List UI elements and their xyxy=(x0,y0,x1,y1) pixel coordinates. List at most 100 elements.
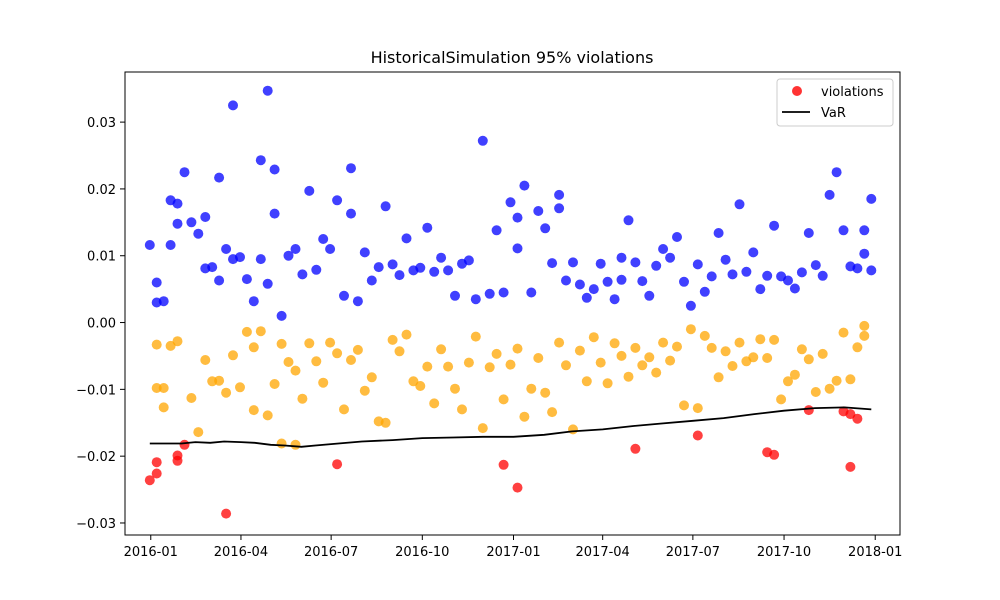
return-point xyxy=(214,375,225,386)
return-point xyxy=(248,342,259,353)
return-point xyxy=(241,274,252,285)
return-point xyxy=(484,288,495,299)
x-tick-label: 2017-07 xyxy=(666,545,720,560)
return-point xyxy=(803,354,814,365)
return-point xyxy=(810,260,821,271)
return-point xyxy=(595,258,606,269)
violation-point xyxy=(172,455,183,466)
return-point xyxy=(283,250,294,261)
return-point xyxy=(602,378,613,389)
x-tick-label: 2017-04 xyxy=(576,545,630,560)
return-point xyxy=(588,284,599,295)
legend: violations VaR xyxy=(776,78,894,127)
return-point xyxy=(554,189,565,200)
violation-point xyxy=(179,439,190,450)
return-point xyxy=(221,244,232,254)
return-point xyxy=(401,233,412,244)
return-point xyxy=(394,346,405,357)
return-point xyxy=(151,277,162,288)
violation-point xyxy=(769,449,780,460)
return-point xyxy=(172,218,183,229)
return-point xyxy=(269,208,280,219)
return-point xyxy=(783,275,793,286)
return-point xyxy=(450,290,460,301)
return-point xyxy=(658,337,669,348)
return-point xyxy=(831,167,842,178)
violation-point xyxy=(630,443,641,454)
return-point xyxy=(519,180,530,191)
return-point xyxy=(762,353,773,363)
return-point xyxy=(228,100,238,111)
return-point xyxy=(318,377,329,388)
return-point xyxy=(859,330,870,341)
return-point xyxy=(477,423,488,434)
return-point xyxy=(838,327,849,338)
return-point xyxy=(796,344,807,355)
y-tick-label: −0.02 xyxy=(76,450,116,465)
return-point xyxy=(692,259,703,270)
return-point xyxy=(526,383,537,394)
return-point xyxy=(394,270,405,281)
return-point xyxy=(512,343,523,354)
return-point xyxy=(859,320,870,331)
return-point xyxy=(824,383,835,394)
return-point xyxy=(672,341,682,352)
return-point xyxy=(498,394,509,405)
return-point xyxy=(387,334,398,345)
return-point xyxy=(200,212,211,222)
return-point xyxy=(845,374,856,385)
return-point xyxy=(665,355,676,366)
return-point xyxy=(325,244,336,254)
return-point xyxy=(665,252,676,263)
return-point xyxy=(685,300,696,311)
return-point xyxy=(415,381,426,391)
return-point xyxy=(734,337,745,348)
x-tick-label: 2016-04 xyxy=(214,545,268,560)
return-point xyxy=(505,359,516,370)
return-point xyxy=(186,393,197,403)
return-point xyxy=(304,338,315,349)
return-point xyxy=(366,275,377,286)
return-point xyxy=(339,404,349,415)
return-point xyxy=(193,427,204,438)
return-point xyxy=(276,438,287,449)
return-point xyxy=(332,348,343,359)
y-tick-label: 0.00 xyxy=(87,317,116,332)
return-point xyxy=(519,411,530,422)
return-point xyxy=(512,243,523,254)
return-point xyxy=(616,274,627,285)
plot-frame xyxy=(124,71,901,536)
return-point xyxy=(352,344,363,355)
return-point xyxy=(866,193,877,204)
return-point xyxy=(477,135,488,146)
return-point xyxy=(783,376,793,387)
return-point xyxy=(158,296,169,307)
return-point xyxy=(457,404,467,415)
return-point xyxy=(540,387,551,398)
return-point xyxy=(179,167,190,178)
violation-point xyxy=(332,459,343,470)
return-point xyxy=(727,361,738,371)
return-point xyxy=(359,247,370,258)
return-point xyxy=(325,337,336,348)
x-tick-label: 2017-10 xyxy=(757,545,811,560)
return-point xyxy=(789,369,800,380)
return-point xyxy=(262,410,273,421)
return-point xyxy=(235,382,245,393)
return-point xyxy=(415,262,426,273)
return-point xyxy=(214,275,225,286)
return-point xyxy=(158,402,169,413)
return-point xyxy=(498,287,509,298)
return-point xyxy=(311,264,322,275)
return-point xyxy=(332,195,343,206)
violation-point xyxy=(803,405,814,416)
return-point xyxy=(713,228,724,238)
return-point xyxy=(762,270,773,281)
return-point xyxy=(429,398,440,409)
return-point xyxy=(491,225,502,236)
return-point xyxy=(484,362,495,373)
violation-point xyxy=(845,461,856,472)
return-point xyxy=(644,352,655,363)
x-tick-label: 2016-01 xyxy=(124,545,178,560)
return-point xyxy=(852,342,863,353)
